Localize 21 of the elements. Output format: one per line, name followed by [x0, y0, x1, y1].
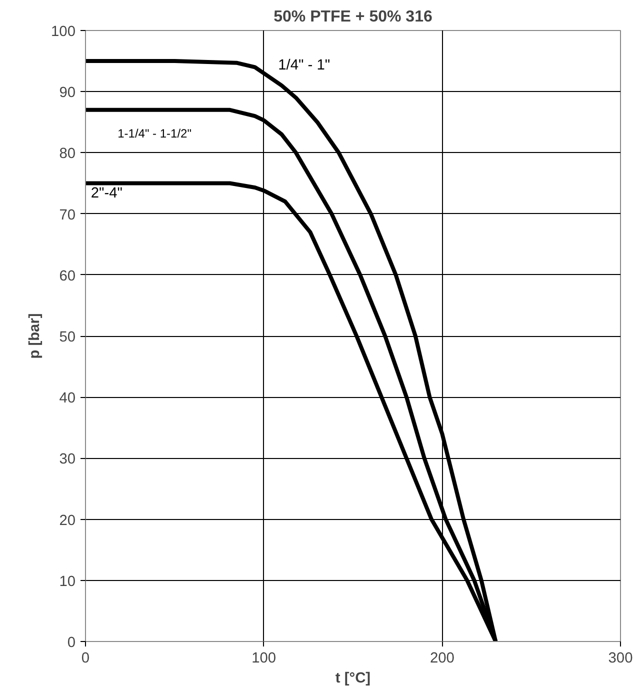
y-tick-label: 50: [59, 330, 76, 346]
y-tick-label: 30: [59, 452, 76, 468]
y-tick-label: 10: [59, 574, 76, 590]
y-tick-label: 40: [59, 390, 76, 407]
y-tick-label: 100: [51, 24, 76, 40]
x-tick-label: 200: [430, 650, 454, 666]
y-tick-label: 70: [59, 207, 76, 224]
y-axis-title: p [bar]: [27, 313, 44, 359]
x-tick-label: 0: [81, 650, 90, 666]
y-tick-label: 0: [67, 635, 76, 651]
series-label: 2"-4": [90, 186, 122, 202]
y-tick-label: 20: [59, 512, 76, 529]
x-axis-title: t [°C]: [335, 670, 371, 686]
y-tick-label: 80: [59, 146, 76, 162]
series-label: 1/4" - 1": [278, 57, 330, 74]
chart-title: 50% PTFE + 50% 316: [274, 8, 432, 26]
y-tick-label: 90: [59, 85, 76, 102]
x-tick-label: 100: [252, 650, 276, 666]
x-tick-label: 300: [608, 650, 633, 666]
y-tick-label: 60: [59, 268, 76, 284]
series-label: 1-1/4" - 1-1/2": [118, 126, 192, 140]
